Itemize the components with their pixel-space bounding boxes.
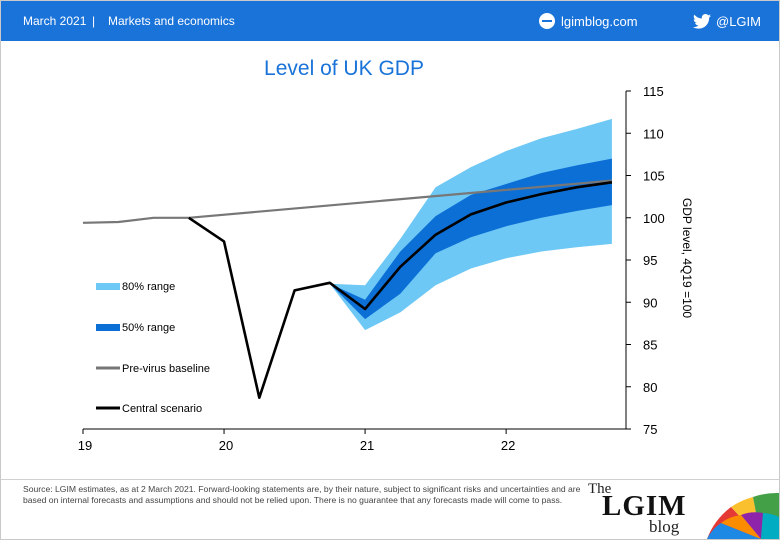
umbrella-logo-icon xyxy=(701,489,779,539)
site-label: lgimblog.com xyxy=(561,13,638,29)
y-tick-label: 75 xyxy=(643,422,657,437)
y-tick-label: 110 xyxy=(643,126,664,141)
footer-divider xyxy=(1,479,779,480)
y-tick-label: 115 xyxy=(643,84,664,99)
legend-label-central-scenario: Central scenario xyxy=(122,403,202,415)
twitter-handle: @LGIM xyxy=(716,13,761,29)
header-separator: | xyxy=(92,14,96,28)
y-tick-label: 85 xyxy=(643,338,657,353)
logo-lgim: LGIM xyxy=(602,490,687,522)
logo-the: The xyxy=(588,481,612,497)
plot-area xyxy=(82,118,613,399)
header-section-link[interactable]: Markets and economics xyxy=(108,14,235,28)
x-tick-label: 19 xyxy=(78,438,92,453)
y-axis-title: GDP level, 4Q19 =100 xyxy=(680,198,694,319)
band-50-range xyxy=(329,158,612,320)
legend-label-80-range: 80% range xyxy=(122,281,175,293)
x-tick-label: 20 xyxy=(219,438,233,453)
y-tick-label: 95 xyxy=(643,253,657,268)
legend-label-50-range: 50% range xyxy=(122,322,175,334)
chart-title: Level of UK GDP xyxy=(264,57,424,80)
legend-swatch-80-range xyxy=(96,283,120,290)
x-tick-label: 22 xyxy=(501,438,515,453)
source-disclaimer: Source: LGIM estimates, as at 2 March 20… xyxy=(23,484,581,505)
y-tick-label: 80 xyxy=(643,380,657,395)
logo-blog: blog xyxy=(649,517,680,536)
legend: 80% range 50% range Pre-virus baseline Cent… xyxy=(96,281,210,415)
axes: 19 20 21 22 75 80 85 90 95 100 105 110 115 xyxy=(78,84,665,453)
legend-label-pre-virus-baseline: Pre-virus baseline xyxy=(122,363,210,375)
y-tick-label: 90 xyxy=(643,295,657,310)
header-date: March 2021 xyxy=(23,14,87,28)
gdp-chart: Level of UK GDP 19 20 21 22 75 80 85 90 95 100 105… xyxy=(78,57,694,453)
y-tick-label: 100 xyxy=(643,211,665,226)
header-bar: March 2021 | Markets and economics lgimb… xyxy=(1,1,779,41)
legend-swatch-50-range xyxy=(96,324,120,331)
twitter-link[interactable]: @LGIM xyxy=(693,12,761,30)
globe-icon xyxy=(539,13,555,29)
twitter-bird-icon xyxy=(693,13,711,29)
y-tick-label: 105 xyxy=(643,169,665,184)
x-tick-label: 21 xyxy=(360,438,374,453)
site-link[interactable]: lgimblog.com xyxy=(539,12,638,30)
